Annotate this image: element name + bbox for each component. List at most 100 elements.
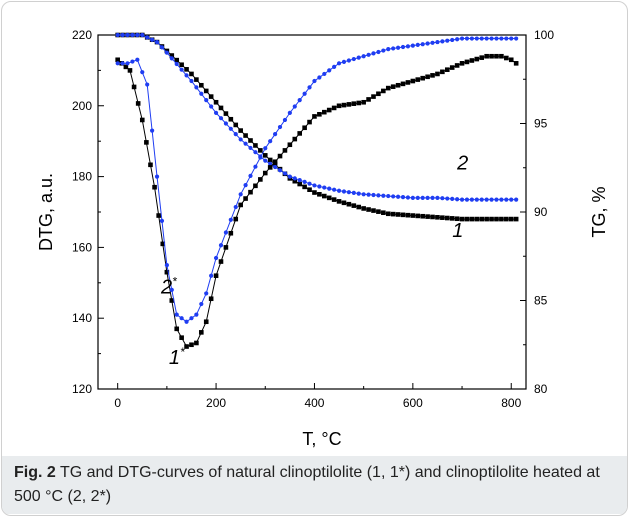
data-point (159, 45, 165, 50)
data-point (277, 124, 283, 130)
data-point (164, 50, 169, 55)
data-point (154, 174, 160, 179)
data-point (459, 216, 465, 222)
data-point (459, 61, 465, 66)
data-point (148, 162, 153, 168)
curve-label: 2 (456, 153, 468, 175)
data-point (425, 195, 430, 200)
data-point (499, 197, 504, 202)
data-point (174, 326, 180, 332)
data-point (199, 91, 204, 96)
data-point (509, 36, 514, 41)
y-right-tick-label: 100 (534, 28, 554, 42)
data-point (263, 146, 268, 151)
data-point (346, 201, 352, 207)
x-tick-label: 800 (501, 396, 521, 410)
data-point (420, 75, 425, 81)
data-point (376, 49, 381, 55)
data-point (194, 77, 199, 82)
data-point (317, 111, 322, 117)
data-point (154, 39, 160, 45)
data-point (312, 190, 317, 195)
y-right-tick-label: 80 (534, 382, 548, 396)
data-point (238, 202, 243, 208)
data-point (131, 84, 137, 90)
y-right-tick-label: 85 (534, 294, 548, 308)
data-point (164, 263, 169, 268)
data-point (464, 59, 470, 65)
series-line (117, 55, 517, 348)
data-point (268, 161, 273, 166)
data-point (391, 46, 396, 51)
data-point (267, 157, 273, 163)
data-point (454, 216, 460, 222)
data-point (484, 53, 489, 59)
data-point (435, 215, 440, 220)
data-point (204, 98, 209, 103)
x-tick-label: 400 (304, 396, 324, 410)
data-point (238, 137, 243, 142)
data-point (449, 216, 455, 221)
data-point (203, 319, 209, 325)
data-point (371, 51, 376, 56)
data-point (440, 69, 445, 75)
data-point (336, 199, 342, 204)
data-point (277, 168, 283, 173)
data-point (233, 132, 238, 137)
data-point (125, 61, 130, 66)
data-point (445, 38, 450, 43)
data-point (415, 195, 420, 200)
data-point (233, 122, 239, 128)
data-point (366, 207, 371, 212)
data-point (386, 193, 391, 199)
data-point (504, 197, 509, 202)
data-point (395, 194, 401, 199)
data-point (366, 97, 371, 102)
data-point (361, 192, 366, 197)
data-point (381, 193, 386, 198)
data-point (258, 148, 263, 153)
data-point (127, 68, 133, 73)
data-point (430, 195, 435, 200)
data-point (233, 216, 239, 222)
data-point (184, 67, 189, 72)
data-point (420, 42, 425, 47)
data-point (366, 52, 371, 57)
data-point (130, 59, 135, 64)
series-1-star (115, 53, 519, 349)
data-point (253, 164, 258, 169)
data-point (400, 212, 406, 218)
data-point (120, 61, 125, 66)
data-point (499, 53, 504, 59)
data-point (287, 142, 293, 148)
data-point (228, 116, 234, 122)
series-1 (115, 32, 519, 222)
data-point (322, 71, 327, 77)
data-point (258, 155, 263, 160)
data-point (405, 80, 411, 85)
data-point (179, 67, 184, 72)
data-point (479, 216, 485, 222)
data-point (504, 36, 509, 41)
data-point (223, 121, 229, 126)
data-point (317, 75, 322, 80)
data-point (302, 91, 307, 96)
data-point (115, 57, 120, 63)
data-point (228, 217, 233, 222)
data-point (184, 344, 189, 349)
data-point (444, 67, 450, 72)
data-point (262, 153, 268, 158)
data-point (282, 171, 288, 176)
plot-frame (97, 34, 527, 390)
data-point (312, 78, 317, 84)
data-point (213, 110, 219, 115)
curve-label: 2* (160, 274, 177, 298)
data-point (140, 70, 145, 75)
data-point (425, 41, 430, 46)
data-point (361, 54, 366, 59)
data-point (135, 101, 141, 106)
data-point (425, 214, 430, 219)
data-point (123, 64, 129, 70)
data-point (400, 195, 406, 200)
